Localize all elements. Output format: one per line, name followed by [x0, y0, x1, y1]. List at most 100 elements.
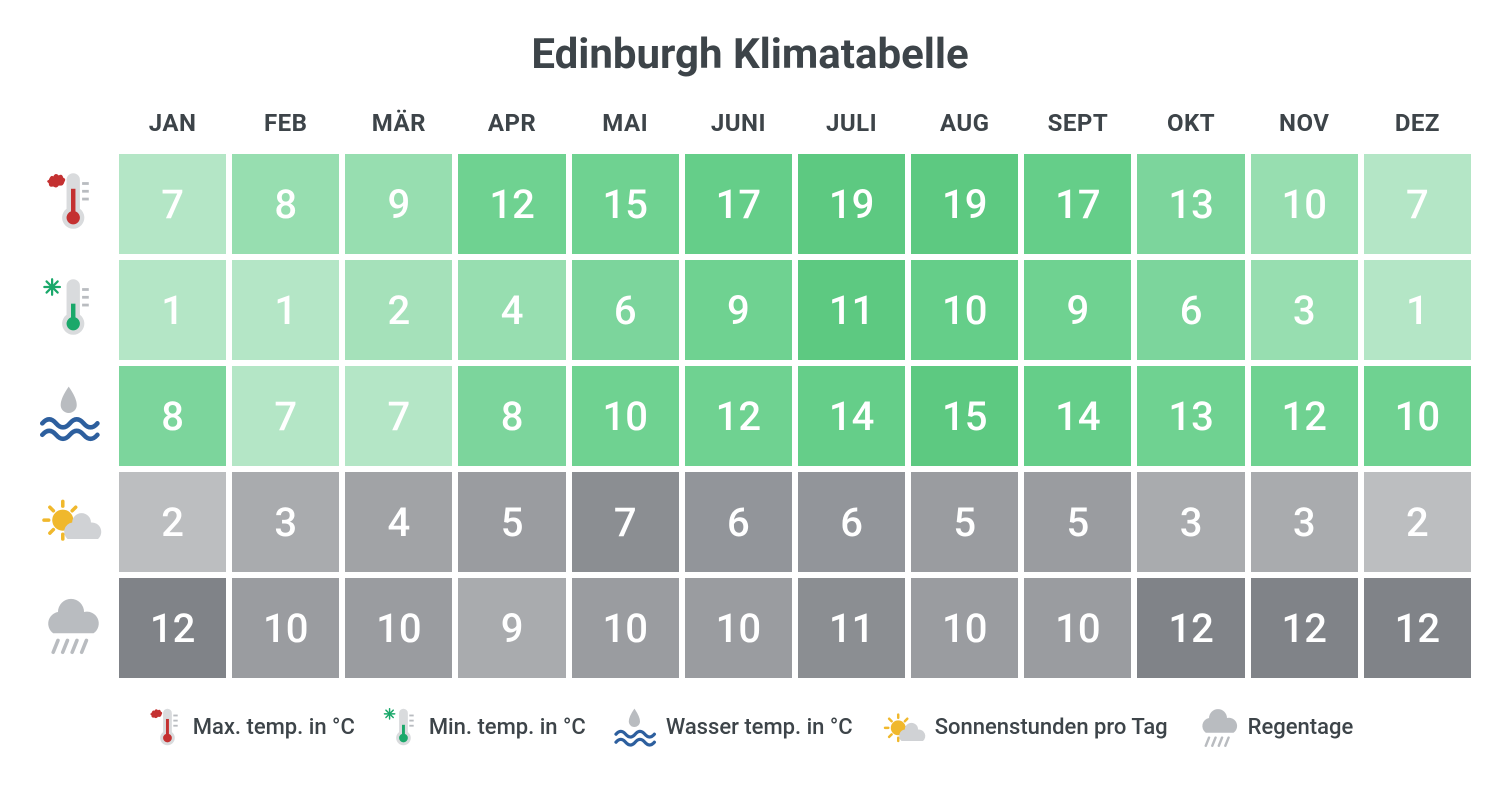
data-cell: 12 — [685, 366, 792, 466]
data-cell: 14 — [1024, 366, 1131, 466]
data-cell: 12 — [1137, 578, 1244, 678]
data-cell: 10 — [1364, 366, 1471, 466]
data-cell: 9 — [345, 154, 452, 254]
data-cell: 10 — [911, 260, 1018, 360]
data-cell: 17 — [1024, 154, 1131, 254]
month-header: OKT — [1134, 109, 1247, 151]
data-cell: 9 — [458, 578, 565, 678]
data-cell: 10 — [572, 366, 679, 466]
data-cell: 7 — [232, 366, 339, 466]
data-cell: 10 — [345, 578, 452, 678]
row-icon-cell — [26, 363, 116, 463]
data-cell: 10 — [572, 578, 679, 678]
row-icon-cell — [26, 151, 116, 251]
data-cell: 5 — [1024, 472, 1131, 572]
data-cell: 3 — [1137, 472, 1244, 572]
month-header: MÄR — [342, 109, 455, 151]
data-cell: 8 — [458, 366, 565, 466]
month-header: NOV — [1248, 109, 1361, 151]
data-cell: 3 — [232, 472, 339, 572]
data-cell: 5 — [458, 472, 565, 572]
data-cell: 2 — [345, 260, 452, 360]
data-cell: 13 — [1137, 154, 1244, 254]
climate-table-container: Edinburgh Klimatabelle JANFEBMÄRAPRMAIJU… — [20, 30, 1480, 749]
data-cell: 12 — [119, 578, 226, 678]
water-temp-icon — [40, 384, 102, 442]
month-header: MAI — [569, 109, 682, 151]
data-cell: 7 — [1364, 154, 1471, 254]
row-icon-cell — [26, 469, 116, 569]
data-cell: 4 — [345, 472, 452, 572]
month-header: APR — [455, 109, 568, 151]
legend-label: Max. temp. in °C — [193, 715, 355, 740]
legend-item: Max. temp. in °C — [147, 707, 355, 747]
data-cell: 10 — [1024, 578, 1131, 678]
row-icon-cell — [26, 257, 116, 357]
data-cell: 1 — [232, 260, 339, 360]
data-cell: 19 — [798, 154, 905, 254]
legend-item: Regentage — [1196, 705, 1354, 749]
legend-label: Wasser temp. in °C — [666, 715, 853, 740]
data-cell: 8 — [232, 154, 339, 254]
data-cell: 12 — [458, 154, 565, 254]
data-cell: 12 — [1251, 578, 1358, 678]
data-cell: 15 — [911, 366, 1018, 466]
data-cell: 12 — [1364, 578, 1471, 678]
data-cell: 10 — [685, 578, 792, 678]
month-header: JAN — [116, 109, 229, 151]
data-cell: 12 — [1251, 366, 1358, 466]
max-temp-icon — [147, 707, 185, 747]
month-header: JULI — [795, 109, 908, 151]
data-cell: 1 — [119, 260, 226, 360]
data-cell: 15 — [572, 154, 679, 254]
data-cell: 17 — [685, 154, 792, 254]
sun-icon — [39, 492, 103, 546]
data-cell: 7 — [119, 154, 226, 254]
rain-icon — [1196, 705, 1240, 749]
data-cell: 10 — [911, 578, 1018, 678]
data-cell: 10 — [1251, 154, 1358, 254]
legend-item: Sonnenstunden pro Tag — [881, 708, 1168, 746]
min-temp-icon — [383, 707, 421, 747]
data-cell: 7 — [345, 366, 452, 466]
month-header: DEZ — [1361, 109, 1474, 151]
row-icon-cell — [26, 575, 116, 675]
data-cell: 3 — [1251, 260, 1358, 360]
data-cell: 9 — [1024, 260, 1131, 360]
legend: Max. temp. in °C Min. temp. in °C Wasser… — [20, 705, 1480, 749]
legend-item: Wasser temp. in °C — [614, 707, 853, 747]
legend-item: Min. temp. in °C — [383, 707, 586, 747]
data-cell: 6 — [1137, 260, 1244, 360]
data-cell: 8 — [119, 366, 226, 466]
legend-label: Sonnenstunden pro Tag — [935, 715, 1168, 740]
data-cell: 6 — [685, 472, 792, 572]
data-cell: 6 — [572, 260, 679, 360]
data-cell: 6 — [798, 472, 905, 572]
rain-icon — [39, 593, 103, 657]
page-title: Edinburgh Klimatabelle — [20, 30, 1480, 79]
header-blank — [26, 109, 116, 151]
sun-icon — [881, 708, 927, 746]
month-header: FEB — [229, 109, 342, 151]
data-cell: 7 — [572, 472, 679, 572]
data-cell: 9 — [685, 260, 792, 360]
water-temp-icon — [614, 707, 658, 747]
data-cell: 13 — [1137, 366, 1244, 466]
data-cell: 19 — [911, 154, 1018, 254]
legend-label: Regentage — [1248, 715, 1354, 740]
data-cell: 10 — [232, 578, 339, 678]
legend-label: Min. temp. in °C — [429, 715, 586, 740]
month-header: AUG — [908, 109, 1021, 151]
max-temp-icon — [42, 171, 100, 231]
data-cell: 3 — [1251, 472, 1358, 572]
data-cell: 11 — [798, 260, 905, 360]
data-cell: 5 — [911, 472, 1018, 572]
month-header: JUNI — [682, 109, 795, 151]
data-cell: 4 — [458, 260, 565, 360]
data-cell: 14 — [798, 366, 905, 466]
climate-table: JANFEBMÄRAPRMAIJUNIJULIAUGSEPTOKTNOVDEZ7… — [26, 109, 1474, 681]
data-cell: 11 — [798, 578, 905, 678]
month-header: SEPT — [1021, 109, 1134, 151]
min-temp-icon — [42, 277, 100, 337]
data-cell: 2 — [119, 472, 226, 572]
